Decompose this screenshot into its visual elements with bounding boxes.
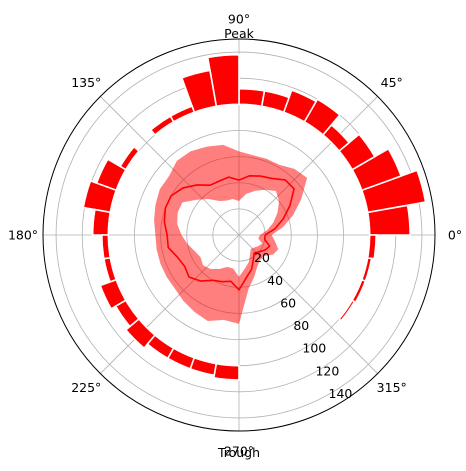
grid-spoke-135 bbox=[100, 96, 240, 236]
angle-label-135: 135° bbox=[71, 75, 101, 90]
bar-55 bbox=[303, 98, 341, 137]
radial-label-80: 80 bbox=[293, 318, 309, 333]
grid-spoke-225 bbox=[100, 234, 240, 374]
bar-185 bbox=[100, 234, 112, 260]
bar-265 bbox=[212, 362, 240, 381]
bar-145 bbox=[119, 145, 141, 171]
bar-255 bbox=[189, 356, 218, 377]
band-layer bbox=[154, 144, 308, 324]
bar-245 bbox=[166, 347, 196, 370]
radial-label-20: 20 bbox=[254, 250, 270, 265]
bar-175 bbox=[91, 208, 112, 236]
bar-195 bbox=[102, 256, 118, 283]
label-layer: Peak Trough 0° 45° 90° 135° 180° 225° 270° 315°… bbox=[8, 12, 462, 461]
line-layer bbox=[163, 175, 295, 291]
radial-label-140: 140 bbox=[329, 386, 353, 401]
bar-85 bbox=[238, 87, 266, 108]
angle-label-315: 315° bbox=[377, 380, 407, 395]
bar-115 bbox=[169, 105, 196, 123]
bar-355 bbox=[366, 234, 378, 260]
bar-25 bbox=[351, 147, 403, 192]
radial-label-60: 60 bbox=[280, 295, 296, 310]
annotation-trough: Trough bbox=[217, 445, 260, 460]
grid-spoke-315 bbox=[238, 234, 378, 374]
radial-label-120: 120 bbox=[315, 363, 339, 378]
radial-label-100: 100 bbox=[302, 341, 326, 356]
bar-335 bbox=[351, 278, 367, 304]
outer-frame bbox=[42, 38, 436, 432]
bar-205 bbox=[99, 278, 127, 310]
angle-label-90: 90° bbox=[228, 12, 250, 27]
radial-label-40: 40 bbox=[267, 273, 283, 288]
angle-label-45: 45° bbox=[381, 75, 403, 90]
bar-125 bbox=[149, 115, 175, 137]
grid-spoke-45 bbox=[238, 96, 378, 236]
frame-layer bbox=[42, 38, 436, 432]
bar-layer bbox=[82, 53, 427, 381]
bar-345 bbox=[360, 256, 373, 283]
mean-line bbox=[163, 175, 295, 291]
bar-75 bbox=[260, 89, 291, 114]
angle-label-0: 0° bbox=[448, 228, 462, 243]
confidence-band bbox=[154, 144, 308, 324]
bar-165 bbox=[82, 179, 118, 214]
bar-325 bbox=[337, 299, 356, 322]
angle-label-225: 225° bbox=[71, 380, 101, 395]
bar-65 bbox=[282, 89, 318, 123]
bar-15 bbox=[360, 169, 427, 214]
bar-105 bbox=[180, 69, 218, 114]
annotation-peak: Peak bbox=[224, 26, 254, 41]
bar-225 bbox=[124, 317, 157, 350]
angle-label-270: 270° bbox=[224, 444, 254, 459]
bar-35 bbox=[337, 133, 376, 171]
bar-95 bbox=[206, 53, 240, 108]
angle-label-180: 180° bbox=[8, 228, 38, 243]
